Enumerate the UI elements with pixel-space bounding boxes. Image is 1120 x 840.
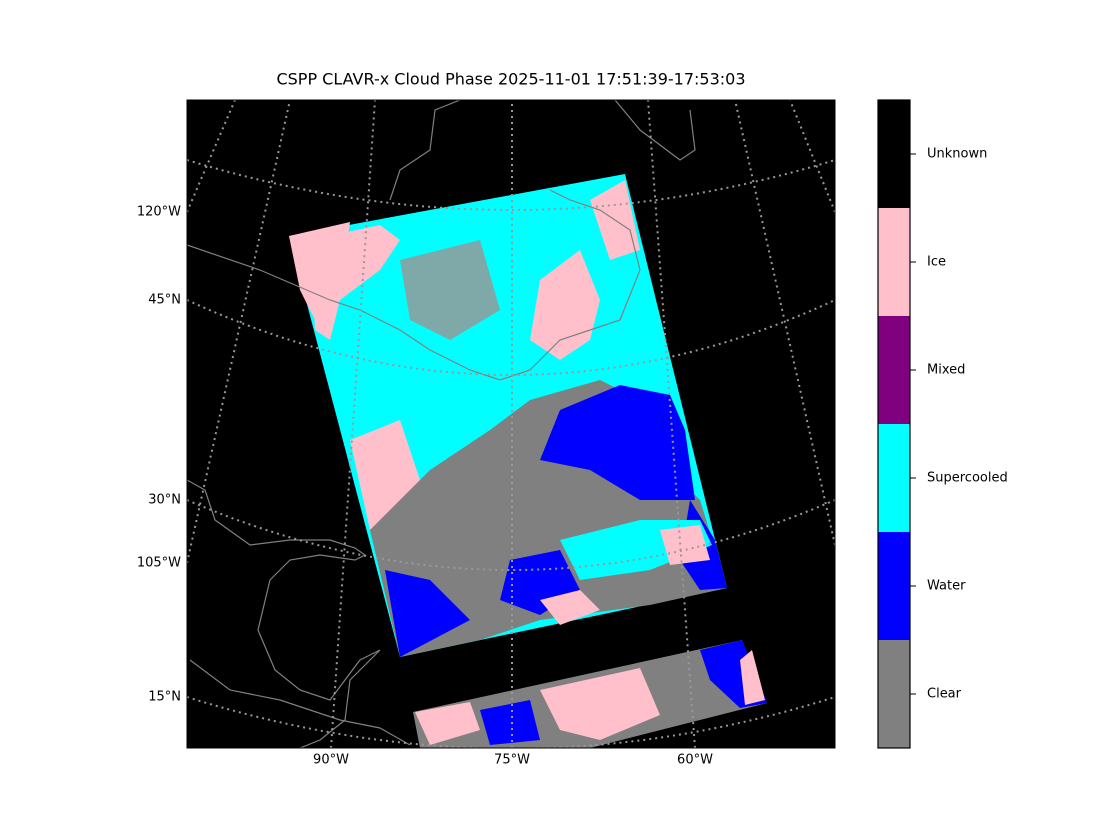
coastline [614, 100, 696, 161]
colorbar-segment [878, 100, 910, 208]
graticule [187, 696, 835, 748]
map-title: CSPP CLAVR-x Cloud Phase 2025-11-01 17:5… [276, 70, 745, 89]
colorbar-label: Ice [927, 255, 946, 270]
bottom-label: 60°W [677, 753, 713, 768]
map-border [186, 99, 836, 749]
colorbar-segment [878, 316, 910, 424]
ice-region [660, 525, 710, 565]
graticule [647, 100, 696, 748]
colorbar-label: Unknown [927, 147, 987, 162]
ice-region [540, 668, 660, 740]
colorbar-segment [878, 532, 910, 640]
graticule [789, 100, 835, 213]
left-label: 15°N [148, 690, 181, 705]
left-label: 45°N [148, 293, 181, 308]
colorbar-segment [878, 208, 910, 316]
colorbar: Unknown Ice Mixed Supercooled Water Clear [878, 100, 1008, 748]
mixed-texture [400, 240, 500, 340]
water-region [480, 700, 540, 745]
ice-region [310, 225, 400, 340]
graticule [187, 100, 236, 213]
graticule [187, 299, 835, 376]
colorbar-label: Mixed [927, 363, 965, 378]
colorbar-segment [878, 424, 910, 532]
graticule [187, 100, 291, 564]
ice-region [540, 590, 600, 625]
ice-region [740, 650, 765, 705]
coastline [187, 479, 381, 748]
graticule [330, 100, 376, 748]
left-label: 105°W [137, 556, 181, 571]
axis-labels: 120°W 45°N 30°N 105°W 15°N 90°W 75°W 60°W [137, 205, 713, 768]
map [187, 100, 835, 748]
bottom-label: 75°W [494, 753, 530, 768]
coastline [389, 100, 461, 201]
left-label: 120°W [137, 205, 181, 220]
graticule [734, 100, 835, 546]
bottom-label: 90°W [313, 753, 349, 768]
colorbar-label: Clear [927, 687, 962, 702]
ice-region [415, 702, 480, 745]
water-region [540, 385, 695, 500]
colorbar-border [877, 99, 911, 749]
colorbar-label: Water [927, 579, 966, 594]
coastline [189, 659, 411, 746]
colorbar-segment [878, 640, 910, 748]
coastline [187, 189, 641, 381]
water-region [385, 570, 470, 657]
left-label: 30°N [148, 493, 181, 508]
colorbar-label: Supercooled [927, 471, 1008, 486]
ice-region [350, 420, 420, 530]
